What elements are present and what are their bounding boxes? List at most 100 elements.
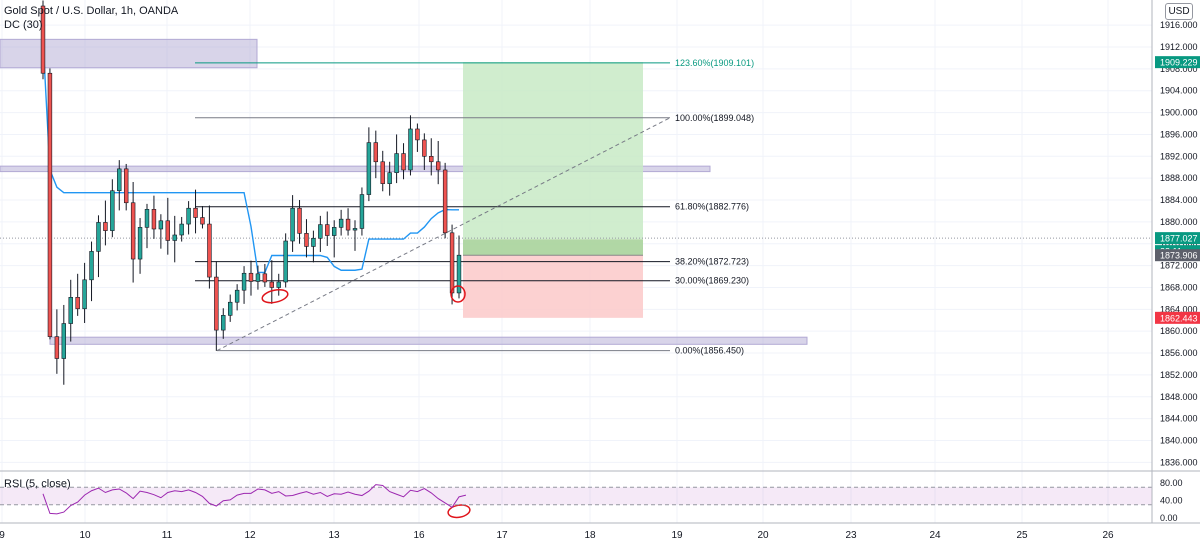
candle-body xyxy=(103,222,108,231)
time-tick-label: 12 xyxy=(244,530,256,541)
candle-body xyxy=(290,207,295,242)
price-tick-label: 1844.000 xyxy=(1160,414,1198,424)
candle-body xyxy=(144,209,150,228)
candle-body xyxy=(151,209,157,230)
candle-body xyxy=(89,251,94,281)
price-tick-label: 1896.000 xyxy=(1160,129,1198,139)
candle-body xyxy=(283,240,288,283)
support-zone xyxy=(49,336,808,345)
fib-level-label: 30.00%(1869.230) xyxy=(675,276,749,286)
candle-body xyxy=(200,217,205,225)
candle-body xyxy=(117,168,122,192)
price-tick-label: 1916.000 xyxy=(1160,20,1198,30)
price-tick-label: 1836.000 xyxy=(1160,457,1198,467)
candle-body xyxy=(207,223,212,278)
candle-body xyxy=(380,161,385,184)
rsi-band xyxy=(0,487,1152,505)
time-tick-label: 19 xyxy=(671,530,683,541)
fib-level-label: 38.20%(1872.723) xyxy=(675,257,749,267)
candle-body xyxy=(82,279,87,310)
fib-level-label: 61.80%(1882.776) xyxy=(675,202,749,212)
candle-body xyxy=(75,297,80,310)
rsi-tick-label: 40.00 xyxy=(1160,495,1183,505)
time-tick-label: 16 xyxy=(413,530,425,541)
time-tick-label: 9 xyxy=(0,530,5,541)
price-tick-label: 1872.000 xyxy=(1160,261,1198,271)
candle-body xyxy=(338,218,344,228)
currency-button[interactable]: USD xyxy=(1165,3,1193,20)
candle-body xyxy=(221,315,226,331)
candle-body xyxy=(366,142,372,195)
price-tick-label: 1860.000 xyxy=(1160,326,1198,336)
candle-body xyxy=(304,233,309,247)
price-tick-label: 1904.000 xyxy=(1160,86,1198,96)
time-tick-label: 13 xyxy=(328,530,340,541)
time-tick-label: 24 xyxy=(929,530,941,541)
price-tick-label: 1892.000 xyxy=(1160,151,1198,161)
price-label-last-text: 1877.027 xyxy=(1160,234,1198,244)
candle-body xyxy=(248,272,254,282)
price-tick-label: 1884.000 xyxy=(1160,195,1198,205)
candle-body xyxy=(456,254,462,294)
rsi-tick-label: 0.00 xyxy=(1160,513,1178,523)
time-tick-label: 26 xyxy=(1102,530,1114,541)
rsi-label[interactable]: RSI (5, close) xyxy=(4,478,71,490)
price-tick-label: 1888.000 xyxy=(1160,173,1198,183)
candle-body xyxy=(325,224,330,236)
candle-body xyxy=(352,228,358,231)
price-label-current-text: 1873.906 xyxy=(1160,251,1198,261)
target-zone xyxy=(463,62,643,240)
candle-body xyxy=(331,227,337,236)
candle-body xyxy=(318,224,323,239)
price-tick-label: 1900.000 xyxy=(1160,108,1198,118)
candle-body xyxy=(61,323,67,359)
candle-body xyxy=(297,207,302,234)
candle-body xyxy=(359,194,365,229)
mid-zone xyxy=(0,165,711,173)
candle-body xyxy=(408,128,413,171)
candle-body xyxy=(179,223,184,236)
marker-circle xyxy=(447,504,471,519)
price-tick-label: 1852.000 xyxy=(1160,370,1198,380)
candle-body xyxy=(110,190,115,231)
time-tick-label: 18 xyxy=(584,530,596,541)
marker-circle xyxy=(261,288,289,304)
candle-body xyxy=(234,289,240,303)
price-tick-label: 1868.000 xyxy=(1160,282,1198,292)
indicator-label[interactable]: DC (30) xyxy=(4,19,43,31)
time-tick-label: 23 xyxy=(845,530,857,541)
candle-body xyxy=(172,234,177,241)
time-tick-label: 10 xyxy=(79,530,91,541)
candle-body xyxy=(54,336,60,359)
candle-body xyxy=(401,153,406,171)
time-tick-label: 11 xyxy=(162,530,173,541)
candle-body xyxy=(241,272,247,291)
candle-body xyxy=(435,161,441,171)
candle-body xyxy=(40,5,46,74)
price-label-last xyxy=(1155,232,1200,245)
candle-body xyxy=(255,273,261,282)
price-label-stop xyxy=(1155,311,1200,324)
price-tick-label: 1848.000 xyxy=(1160,392,1198,402)
fib-level-label: 100.00%(1899.048) xyxy=(675,113,754,123)
rsi-line xyxy=(42,484,467,515)
candle-body xyxy=(276,281,281,288)
marker-circle xyxy=(450,285,466,303)
fib-trend-line xyxy=(216,117,671,352)
candle-body xyxy=(47,72,53,337)
price-label-current xyxy=(1155,249,1200,262)
candle-body xyxy=(123,168,129,204)
time-tick-label: 20 xyxy=(757,530,769,541)
candle-body xyxy=(193,207,198,218)
candle-body xyxy=(262,273,268,283)
time-tick-label: 17 xyxy=(496,530,508,541)
price-tick-label: 1880.000 xyxy=(1160,217,1198,227)
candle-body xyxy=(422,139,427,157)
price-tick-label: 1840.000 xyxy=(1160,435,1198,445)
price-tick-label: 1912.000 xyxy=(1160,42,1198,52)
candle-body xyxy=(96,222,101,252)
symbol-title[interactable]: Gold Spot / U.S. Dollar, 1h, OANDA xyxy=(4,5,179,17)
price-label-target-text: 1909.229 xyxy=(1160,58,1198,68)
candle-body xyxy=(387,172,392,184)
